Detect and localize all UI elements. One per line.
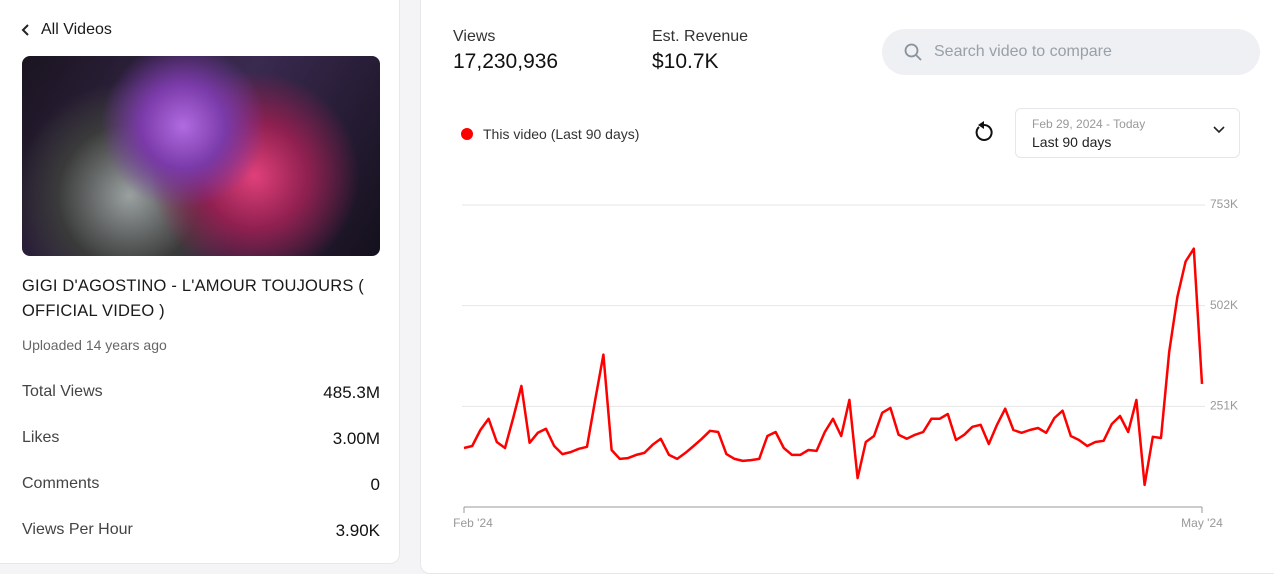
stat-label: Total Views bbox=[22, 383, 103, 400]
back-link[interactable]: All Videos bbox=[21, 21, 112, 39]
y-tick-label: 502K bbox=[1210, 298, 1238, 312]
back-text: All Videos bbox=[41, 21, 112, 38]
analytics-card: Views 17,230,936 Est. Revenue $10.7K Sea… bbox=[420, 0, 1274, 574]
video-card: All Videos GIGI D'AGOSTINO - L'AMOUR TOU… bbox=[0, 0, 400, 564]
stat-label: Likes bbox=[22, 429, 60, 446]
search-icon bbox=[904, 43, 922, 61]
video-thumbnail[interactable] bbox=[22, 56, 380, 256]
stat-row: Comments 0 bbox=[22, 475, 380, 495]
stat-row: Total Views 485.3M bbox=[22, 383, 380, 403]
summary-label: Est. Revenue bbox=[652, 28, 749, 45]
stat-label: Views Per Hour bbox=[22, 521, 133, 538]
chart: 251K 502K 753K Feb '24 May '24 bbox=[453, 197, 1238, 530]
back-icon bbox=[21, 24, 29, 36]
date-range: Feb 29, 2024 - Today bbox=[1032, 117, 1146, 131]
stat-value: 0 bbox=[370, 475, 380, 494]
legend-label: This video (Last 90 days) bbox=[483, 126, 640, 142]
search-placeholder: Search video to compare bbox=[934, 43, 1112, 60]
summary: Views 17,230,936 bbox=[453, 28, 558, 74]
legend-swatch bbox=[461, 128, 473, 140]
legend: This video (Last 90 days) bbox=[461, 126, 639, 142]
upload-date: Uploaded 14 years ago bbox=[22, 337, 167, 353]
date-range-select[interactable]: Feb 29, 2024 - Today Last 90 days bbox=[1015, 108, 1240, 158]
summary-value: $10.7K bbox=[652, 50, 719, 73]
stat-value: 3.00M bbox=[332, 429, 380, 448]
search-box[interactable]: Search video to compare bbox=[882, 29, 1260, 75]
y-tick-label: 251K bbox=[1210, 399, 1238, 413]
line-series bbox=[463, 247, 1204, 487]
summary: Est. Revenue $10.7K bbox=[652, 28, 748, 74]
x-tick-label: Feb '24 bbox=[453, 516, 493, 530]
x-tick-label: May '24 bbox=[1181, 516, 1223, 530]
summary-label: Views bbox=[453, 28, 496, 45]
stat-label: Comments bbox=[22, 475, 100, 492]
dropdown-icon bbox=[1213, 126, 1225, 134]
date-range-label: Last 90 days bbox=[1032, 134, 1112, 150]
stat-row: Likes 3.00M bbox=[22, 429, 380, 449]
stat-value: 485.3M bbox=[323, 383, 380, 402]
video-title: GIGI D'AGOSTINO - L'AMOUR TOUJOURS ( OFF… bbox=[22, 277, 365, 320]
refresh-button[interactable] bbox=[973, 121, 995, 143]
stat-row: Views Per Hour 3.90K bbox=[22, 521, 380, 541]
stat-value: 3.90K bbox=[335, 521, 380, 540]
summary-value: 17,230,936 bbox=[453, 50, 559, 73]
y-tick-label: 753K bbox=[1210, 197, 1238, 211]
